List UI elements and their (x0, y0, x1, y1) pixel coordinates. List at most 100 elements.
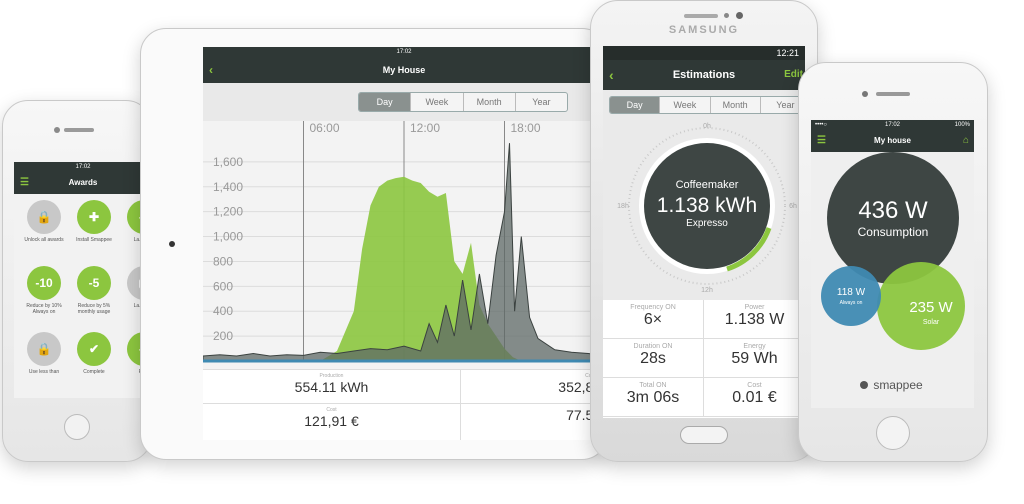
lock-icon: 🔒 (27, 200, 61, 234)
ipad-camera (169, 241, 175, 247)
award-label: Reduce by 10% Always on (26, 303, 62, 315)
stat-value: 121,91 € (304, 413, 359, 429)
iphone-right-device: ••••○ 17:02 100% ☰ My house ⌂ 436 W Cons… (798, 62, 988, 462)
stat-value: 59 Wh (731, 350, 778, 367)
award-label: Unlock all awards (24, 237, 64, 243)
stat-value: 3m 06s (626, 389, 680, 406)
dial-label-12h: 12h (701, 287, 713, 294)
stat-production: Production 554.11 kWh (203, 370, 461, 404)
status-bar: 12:21 (603, 46, 805, 60)
always-on-bubble (821, 266, 881, 326)
estimation-stat: Power 1.138 W (704, 300, 805, 339)
award-item[interactable]: -5 Reduce by 5% monthly usage (70, 266, 118, 330)
awards-navbar: ☰ Awards (14, 172, 152, 194)
award-item[interactable]: ✔ Complete (70, 332, 118, 396)
edit-button[interactable]: Edit (784, 69, 803, 80)
tab-year[interactable]: Year (776, 100, 795, 110)
iphone-left-device: 17:02 ☰ Awards 🔒 Unlock all awards ✚ Instal… (2, 100, 152, 462)
consumption-bubble (827, 152, 959, 284)
solar-value: 235 W (909, 299, 953, 316)
award-label: Reduce by 5% monthly usage (77, 303, 111, 315)
estimation-stat: Total ON 3m 06s (603, 378, 704, 417)
usage-dial[interactable]: 0h 6h 12h 18h Coffeemaker 1.138 kWh Expr… (603, 118, 805, 300)
y-tick-label: 400 (213, 304, 233, 318)
energy-value: 1.138 kWh (657, 194, 757, 217)
stat-label: Cost (326, 407, 337, 413)
stat-label: Duration ON (633, 343, 673, 350)
tab-year[interactable]: Year (532, 97, 551, 107)
y-tick-label: 1,400 (213, 180, 243, 194)
x-tick-label: 18:00 (511, 121, 541, 135)
page-title: My House (382, 65, 426, 75)
appliance-sub: Expresso (686, 218, 728, 229)
sensor (724, 13, 729, 18)
calendar-icon: -5 (77, 266, 111, 300)
production-area (320, 176, 522, 361)
award-item[interactable]: -10 Reduce by 10% Always on (20, 266, 68, 330)
estimations-navbar: ‹ Estimations Edit (603, 60, 805, 90)
back-icon[interactable]: ‹ (209, 63, 213, 77)
power-bubbles[interactable]: 436 W Consumption 118 W Always on 235 W … (811, 152, 974, 408)
stat-label: Cost (747, 382, 762, 389)
period-tabs: Day Week Month Year (609, 96, 805, 114)
earpiece (64, 128, 94, 132)
award-label: Install Smappee (76, 237, 112, 243)
dial-label-6h: 6h (789, 203, 797, 210)
estimation-stat: Energy 59 Wh (704, 339, 805, 378)
y-tick-label: 800 (213, 254, 233, 268)
tab-week[interactable]: Week (660, 97, 711, 113)
front-camera (54, 127, 60, 133)
stat-value: 554.11 kWh (294, 379, 369, 395)
always-on-label: Always on (840, 300, 863, 306)
home-button[interactable] (64, 414, 90, 440)
ipad-navbar: ‹ My House (203, 57, 605, 83)
samsung-device: SAMSUNG 12:21 ‹ Estimations Edit Day Wee… (590, 0, 818, 462)
user-check-icon: ✔ (77, 332, 111, 366)
stat-label: Power (744, 304, 765, 311)
solar-label: Solar (923, 319, 940, 326)
home-button[interactable] (680, 426, 728, 444)
energy-chart[interactable]: 200 400 600 800 1,000 1,200 1,400 1,600 06:00 12:… (203, 121, 605, 369)
stats-panel: Production 554.11 kWh Cons... 352,8... C… (203, 369, 605, 440)
y-tick-label: 1,200 (213, 205, 243, 219)
stat-value: 77.5... (566, 407, 605, 423)
minus-10-icon: -10 (27, 266, 61, 300)
page-title: Awards (68, 178, 98, 187)
consumption-area (203, 143, 605, 362)
award-label: Use less than (28, 369, 60, 375)
status-bar: 17:02 (14, 162, 152, 172)
stat-cost-2: 77.5... (461, 404, 605, 440)
stat-label: Total ON (639, 382, 667, 389)
estimation-stat: Duration ON 28s (603, 339, 704, 378)
brand-logo: smappee (873, 378, 923, 392)
y-tick-label: 200 (213, 329, 233, 343)
y-tick-label: 1,000 (213, 230, 243, 244)
consumption-value: 436 W (858, 197, 928, 224)
award-item[interactable]: ✚ Install Smappee (70, 200, 118, 264)
award-item[interactable]: 🔒 Use less than (20, 332, 68, 396)
home-button[interactable] (876, 416, 910, 450)
stat-label: Production (319, 373, 344, 379)
consumption-label: Consumption (858, 225, 929, 239)
stat-consumption: Cons... 352,8... (461, 370, 605, 404)
award-item[interactable]: 🔒 Unlock all awards (20, 200, 68, 264)
house-icon[interactable]: ⌂ (962, 135, 969, 146)
stat-value: 1.138 W (724, 311, 785, 328)
tab-day[interactable]: Day (610, 97, 661, 113)
tab-month[interactable]: Month (711, 97, 761, 113)
y-tick-label: 1,600 (213, 155, 243, 169)
tab-day[interactable]: Day (359, 93, 412, 111)
tab-month[interactable]: Month (464, 93, 516, 111)
menu-icon[interactable]: ☰ (20, 177, 29, 188)
iphone-left-screen: 17:02 ☰ Awards 🔒 Unlock all awards ✚ Instal… (14, 162, 152, 398)
stat-label: Energy (743, 343, 766, 350)
status-bar: ••••○ 17:02 100% (811, 120, 974, 130)
menu-icon[interactable]: ☰ (817, 135, 826, 146)
tab-bar: Day Week Month Year (203, 83, 605, 121)
back-icon[interactable]: ‹ (609, 67, 614, 83)
solar-bubble (877, 262, 965, 350)
tab-week[interactable]: Week (411, 93, 464, 111)
estimation-stats: Frequency ON 6× Power 1.138 W Duration ON 28s… (603, 300, 805, 418)
samsung-screen: 12:21 ‹ Estimations Edit Day Week Month … (603, 46, 805, 418)
plug-icon: ✚ (77, 200, 111, 234)
